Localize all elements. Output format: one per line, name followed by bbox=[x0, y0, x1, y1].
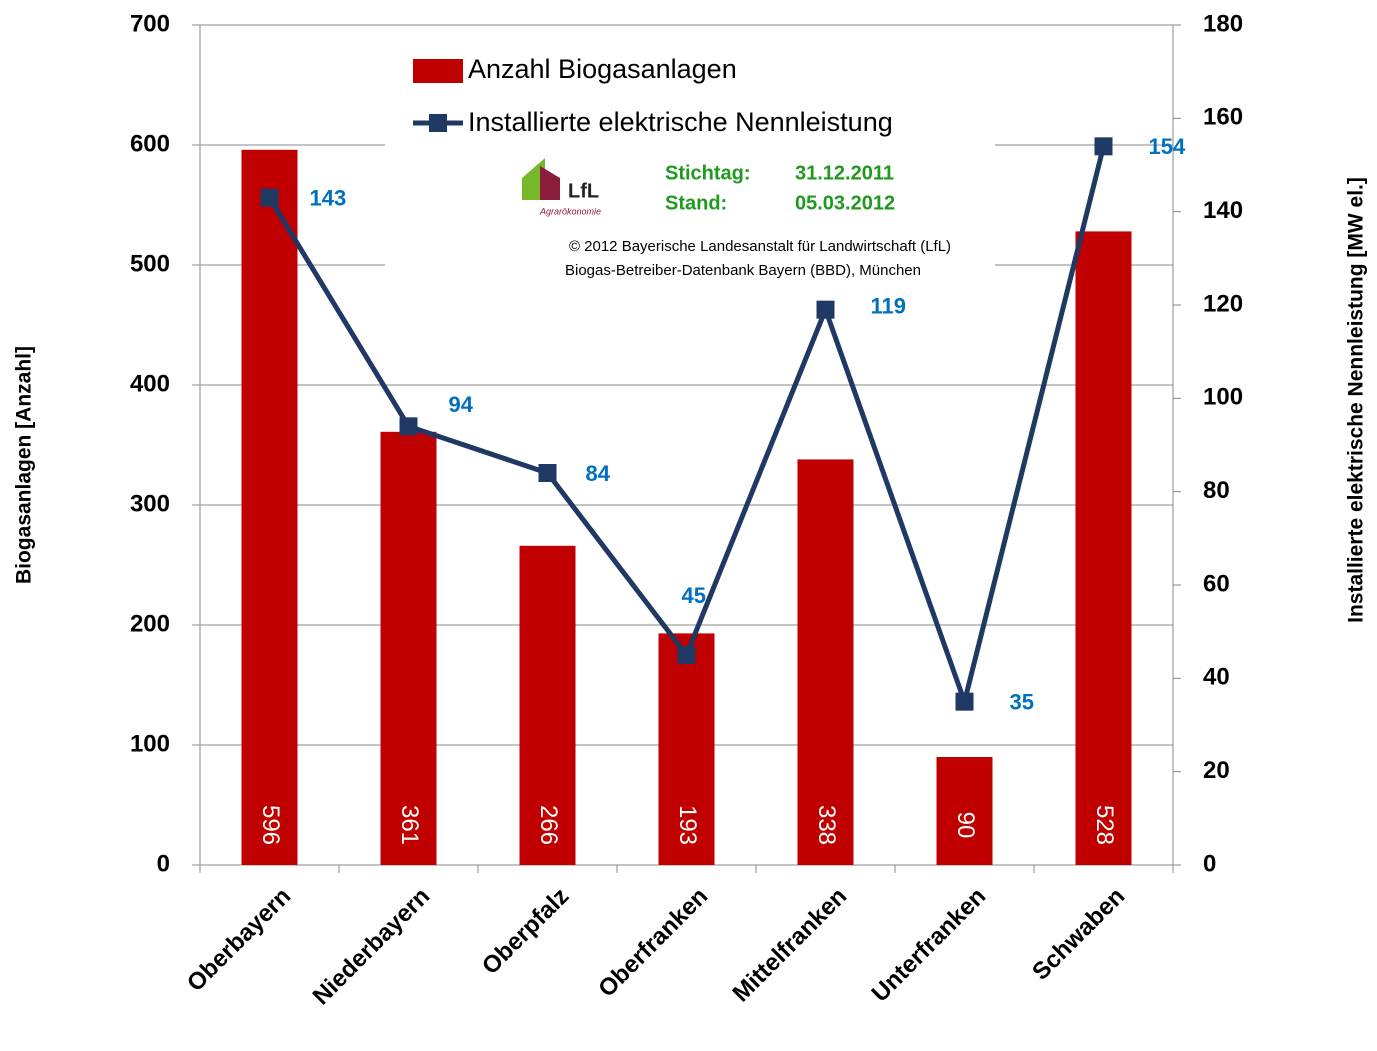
x-tick-label: Mittelfranken bbox=[728, 883, 853, 1008]
x-tick-label: Unterfranken bbox=[867, 883, 992, 1008]
y-tick-label: 400 bbox=[130, 370, 170, 397]
bar-value-label: 266 bbox=[535, 805, 562, 845]
x-tick-label: Schwaben bbox=[1027, 883, 1130, 986]
y-tick-label: 600 bbox=[130, 130, 170, 157]
y-tick-label: 200 bbox=[130, 610, 170, 637]
line-marker bbox=[1094, 137, 1113, 156]
logo-subtitle: Agrarökonomie bbox=[539, 206, 601, 216]
y2-tick-label: 100 bbox=[1203, 384, 1243, 411]
legend-marker bbox=[429, 114, 447, 132]
y-tick-label: 500 bbox=[130, 250, 170, 277]
y2-tick-label: 80 bbox=[1203, 477, 1230, 504]
bar bbox=[519, 545, 576, 865]
line-value-label: 143 bbox=[310, 185, 347, 210]
line-marker bbox=[538, 464, 557, 482]
y-tick-label: 0 bbox=[157, 850, 170, 877]
y2-tick-label: 180 bbox=[1203, 10, 1243, 37]
line-value-label: 119 bbox=[871, 293, 907, 318]
y-tick-label: 300 bbox=[130, 490, 170, 517]
legend-swatch bbox=[413, 59, 463, 83]
line-value-label: 94 bbox=[449, 392, 474, 417]
bar-value-label: 528 bbox=[1091, 805, 1118, 845]
x-tick-label: Oberbayern bbox=[182, 883, 296, 997]
annotation: © 2012 Bayerische Landesanstalt für Land… bbox=[569, 238, 951, 255]
y2-tick-label: 60 bbox=[1203, 570, 1230, 597]
bar-value-label: 361 bbox=[396, 805, 423, 845]
line-marker bbox=[677, 646, 696, 664]
x-tick-label: Niederbayern bbox=[308, 883, 436, 1011]
y2-tick-label: 120 bbox=[1203, 290, 1243, 317]
line-value-label: 45 bbox=[682, 583, 706, 608]
bar bbox=[1075, 231, 1132, 865]
y2-axis-label: Installierte elektrische Nennleistung [M… bbox=[1345, 177, 1368, 623]
bar bbox=[797, 459, 854, 865]
bar-value-label: 90 bbox=[952, 812, 979, 839]
annotation: Stand: bbox=[665, 192, 727, 214]
y-axis-label: Biogasanlagen [Anzahl] bbox=[13, 346, 36, 584]
y2-tick-label: 40 bbox=[1203, 664, 1230, 691]
legend-background bbox=[385, 40, 995, 275]
line-value-label: 84 bbox=[586, 461, 611, 486]
y2-tick-label: 140 bbox=[1203, 197, 1243, 224]
legend-label: Installierte elektrische Nennleistung bbox=[468, 107, 893, 137]
logo-name: LfL bbox=[568, 180, 599, 202]
y-tick-label: 700 bbox=[130, 10, 170, 37]
y2-tick-label: 0 bbox=[1203, 850, 1216, 877]
x-tick-label: Oberfranken bbox=[593, 883, 713, 1003]
line-value-label: 35 bbox=[1010, 689, 1034, 714]
bar bbox=[936, 757, 993, 865]
bar-value-label: 338 bbox=[813, 805, 840, 845]
line-value-label: 154 bbox=[1149, 134, 1186, 159]
bar bbox=[241, 149, 298, 866]
bar bbox=[658, 633, 715, 865]
line-marker bbox=[816, 300, 835, 319]
line-marker bbox=[399, 417, 418, 436]
annotation: 05.03.2012 bbox=[795, 192, 895, 214]
line-marker bbox=[955, 692, 974, 711]
y2-tick-label: 160 bbox=[1203, 104, 1243, 131]
line-marker bbox=[260, 188, 279, 207]
bar-value-label: 596 bbox=[257, 805, 284, 845]
y2-tick-label: 20 bbox=[1203, 757, 1230, 784]
legend-label: Anzahl Biogasanlagen bbox=[468, 54, 737, 84]
annotation: 31.12.2011 bbox=[795, 162, 894, 184]
logo-shape bbox=[522, 158, 545, 200]
logo-shape bbox=[540, 166, 560, 200]
annotation: Biogas-Betreiber-Datenbank Bayern (BBD),… bbox=[565, 262, 921, 279]
bar-value-label: 193 bbox=[674, 805, 701, 845]
annotation: Stichtag: bbox=[665, 162, 751, 184]
bar bbox=[380, 431, 437, 865]
x-tick-label: Oberpfalz bbox=[477, 883, 574, 980]
y-tick-label: 100 bbox=[130, 730, 170, 757]
